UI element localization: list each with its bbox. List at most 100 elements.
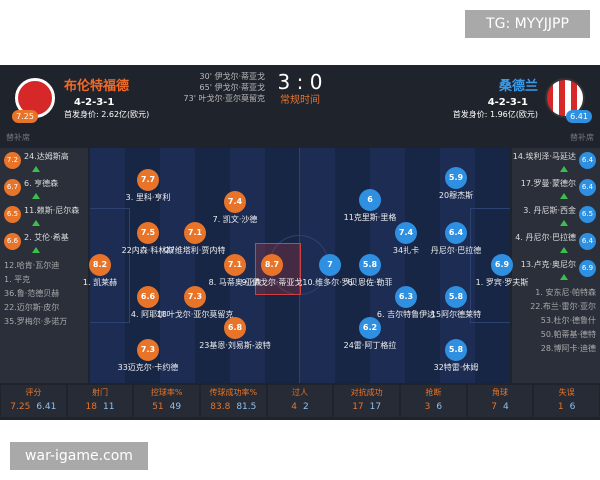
sub-arrow [32,191,40,199]
player-name: 6. 恩佐·勒菲 [347,278,393,287]
player-name: 9. 伊戈尔·蒂亚戈 [241,278,303,287]
stat-away: 4 [503,402,509,412]
player-name: 11克里斯·里格 [343,213,397,222]
stat-away: 17 [369,402,382,412]
bench-rating: 6.5 [579,206,596,223]
bench-rating: 7.2 [4,152,21,169]
player-name: 23基恩·刘易斯-波特 [199,341,271,350]
player-rating: 5.8 [445,339,467,361]
stat-home: 1 [557,402,564,412]
away-value: 首发身价: 1.96亿(欧元) [452,110,538,119]
player-name: 丹尼尔·巴拉德 [430,246,482,255]
bench-name: 12.哈肯·瓦尔迪 [4,261,60,270]
player-name: 15阿尔德莱特 [430,310,482,319]
bench-name: 22.布兰·雷尔·亚尔 [530,302,596,311]
bench-rating: 6.6 [4,233,21,250]
player-name: 4. 阿耶尔 [130,310,166,319]
bench-title: 替补席 [570,133,594,142]
player-name: 1. 罗宾·罗夫斯 [475,278,529,287]
stat-away: 6 [569,402,576,412]
player-rating: 7.4 [224,191,246,213]
player-name: 8. 马蒂奥·亚森 [208,278,262,287]
goal-event: 30' 伊戈尔·蒂亚戈 [199,72,265,81]
home-formation: 4-2-3-1 [74,97,115,108]
player-rating: 7.3 [137,339,159,361]
player-rating: 7.3 [184,286,206,308]
bench-name: 17.罗曼·蒙德尔 [520,179,576,188]
bench-name: 24.达姆斯高 [24,152,69,161]
away-name: 桑德兰 [498,79,538,94]
stat-away: 6.41 [36,402,57,412]
player-name: 1. 凯莱赫 [82,278,118,287]
player-name: 20穆杰斯 [438,191,474,200]
stat-label: 角球 [491,388,508,397]
player-name: 18叶戈尔·亚尔莫留克 [156,310,234,319]
sub-arrow [560,191,568,199]
player-rating: 7.5 [137,222,159,244]
stat-cell [534,385,599,417]
bench-name: 28.博阿卡·迪德 [540,344,596,353]
home-name: 布伦特福德 [64,79,130,94]
goal-event: 65' 伊戈尔·蒂亚戈 [199,83,265,92]
stat-cell [134,385,199,417]
stat-cell [1,385,66,417]
stat-away: 2 [303,402,309,412]
bench-rating: 6.7 [4,179,21,196]
player-rating: 6.2 [359,317,381,339]
stat-cell [267,385,333,417]
bench-name: 4. 丹尼尔·巴拉德 [515,233,576,242]
stat-cell [67,385,133,417]
bench-rating: 6.4 [579,233,596,250]
stat-label: 控球率% [150,388,183,397]
stat-away: 49 [169,402,182,412]
stat-home: 3 [424,402,431,412]
player-rating: 6.9 [491,254,513,276]
sub-arrow [560,245,568,253]
player-rating: 7 [319,254,341,276]
bench-name: 11.赖斯·尼尔森 [24,206,80,215]
player-rating: 5.9 [445,167,467,189]
bench-name: 14.埃利泽·马延达 [512,152,576,161]
watermark: war-igame.com [10,442,148,470]
player-name: 3. 里科·亨利 [125,193,171,202]
player-rating: 6.6 [137,286,159,308]
player-rating: 6.3 [395,286,417,308]
player-rating: 6 [359,189,381,211]
bench-name: 50.帕蒂基·德特 [540,330,596,339]
away-rating: 6.41 [566,110,592,123]
bench-rating: 6.4 [579,152,596,169]
bench-name: 6. 亨德森 [24,179,59,188]
stat-away: 81.5 [236,402,257,412]
sub-arrow [560,164,568,172]
bench-name: 36.鲁·范德贝赫 [4,289,60,298]
stat-label: 对抗成功 [350,388,383,397]
stat-home: 51 [152,402,164,412]
player-rating: 6.4 [445,222,467,244]
stat-cell [334,385,399,417]
stat-home: 83.8 [210,402,231,412]
sub-arrow [560,218,568,226]
stat-label: 失误 [558,388,575,397]
player-name: 10.维多尔·罗贝 [302,278,358,287]
player-name: 22内森·科林斯 [121,246,175,255]
bench-name: 1. 安东尼·帕特森 [535,288,596,297]
stat-label: 抢断 [425,388,442,397]
stat-away: 11 [103,402,115,412]
bench-name: 22.迈尔斯·皮尔 [4,303,60,312]
player-name: 24雷·阿丁格拉 [343,341,397,350]
sub-arrow [560,272,568,280]
stat-home: 7 [491,402,497,412]
stat-cell [401,385,466,417]
bench-rating: 6.5 [4,206,21,223]
player-name: 32特雷·休姆 [433,363,479,372]
bench-name: 53.杜尔·德鲁什 [540,316,596,325]
sub-arrow [32,218,40,226]
stat-label: 过人 [291,388,308,397]
away-formation: 4-2-3-1 [487,97,528,108]
player-rating: 8.7 [261,254,283,276]
player-name: 27维塔利·贾内特 [164,246,226,255]
home-value: 首发身价: 2.62亿(欧元) [64,110,150,119]
player-rating: 7.1 [224,254,246,276]
stat-label: 射门 [91,388,108,397]
